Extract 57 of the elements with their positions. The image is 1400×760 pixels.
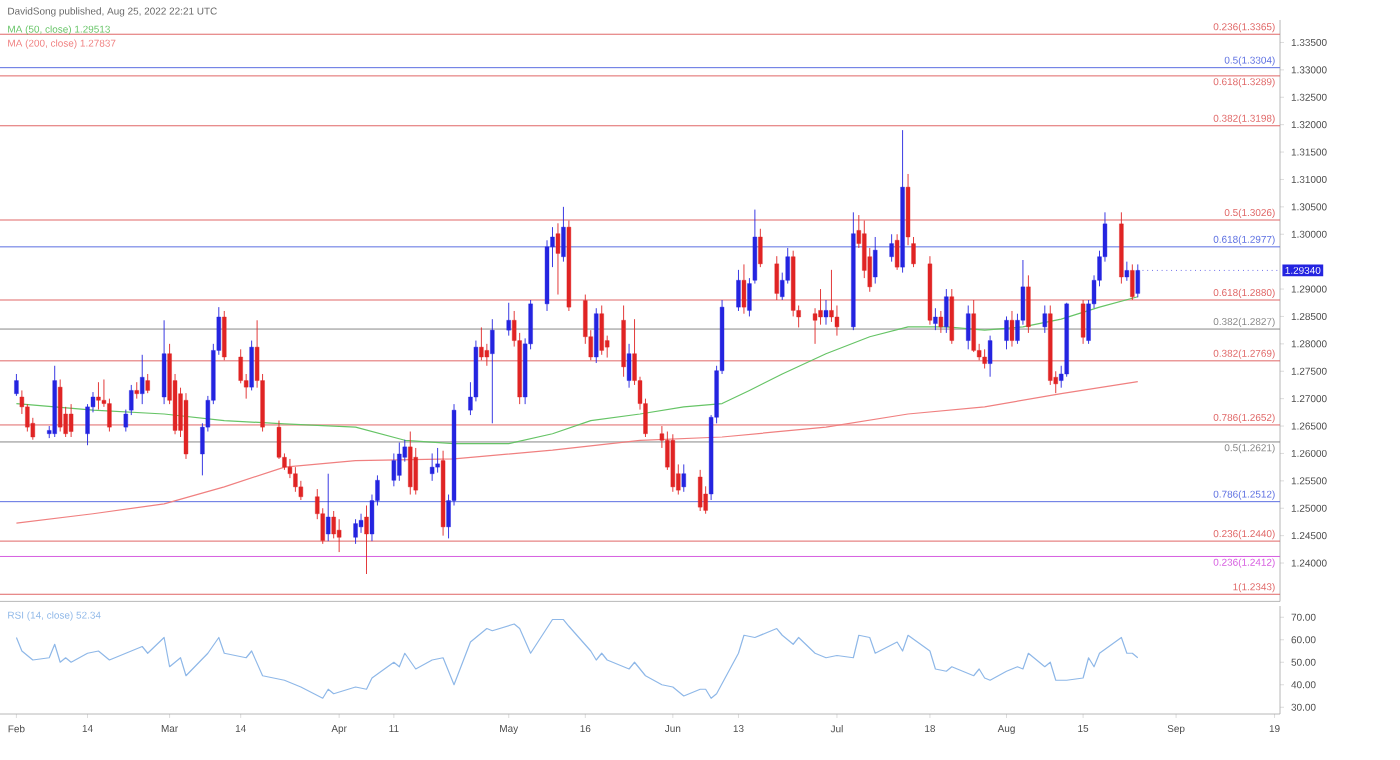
candlestick	[1004, 316, 1009, 350]
candlestick	[145, 373, 150, 394]
candlestick	[435, 447, 440, 474]
candlestick	[1026, 274, 1031, 334]
line-series	[15, 296, 1139, 445]
candlestick	[626, 343, 632, 389]
line-series	[15, 618, 1139, 699]
candlestick	[68, 403, 74, 438]
candlestick	[326, 473, 331, 542]
candlestick	[933, 307, 938, 331]
candlestick	[408, 431, 413, 495]
candlestick	[681, 463, 686, 493]
candlestick	[758, 228, 763, 268]
candlestick	[1124, 261, 1130, 282]
candlestick	[506, 302, 511, 337]
candlestick	[336, 518, 342, 553]
candlestick	[599, 305, 604, 356]
candlestick	[949, 288, 954, 345]
candlestick	[698, 469, 703, 512]
candlestick	[594, 307, 599, 364]
candlestick	[484, 343, 490, 367]
candlestick	[1080, 299, 1086, 345]
candlestick	[222, 310, 227, 361]
line-series	[15, 381, 1139, 524]
candlestick	[823, 299, 829, 326]
candlestick	[293, 466, 298, 493]
candlestick	[982, 348, 987, 369]
candlestick	[1009, 310, 1015, 348]
candlestick	[621, 305, 626, 378]
candlestick	[736, 269, 741, 312]
candlestick	[490, 318, 495, 424]
candlestick	[670, 433, 675, 493]
candlestick	[429, 453, 435, 482]
candlestick	[938, 310, 944, 334]
candlestick	[96, 381, 101, 411]
candlestick	[873, 236, 878, 285]
candlestick	[971, 299, 976, 353]
candlestick	[140, 354, 145, 405]
candlestick	[353, 518, 358, 545]
candlestick	[364, 505, 369, 575]
candlestick	[1130, 263, 1135, 301]
candlestick	[161, 319, 167, 405]
candlestick	[561, 206, 566, 263]
candlestick	[889, 233, 894, 263]
candlestick	[987, 335, 993, 378]
candlestick	[58, 379, 63, 432]
candlestick	[479, 326, 484, 361]
candlestick	[774, 255, 779, 301]
candlestick	[555, 222, 561, 295]
candlestick	[1042, 305, 1047, 334]
candlestick	[944, 288, 949, 334]
candlestick	[249, 340, 254, 391]
candlestick	[397, 442, 402, 482]
candlestick	[14, 373, 19, 397]
candlestick	[966, 305, 971, 350]
candlestick	[741, 263, 747, 315]
candlestick	[894, 233, 900, 271]
